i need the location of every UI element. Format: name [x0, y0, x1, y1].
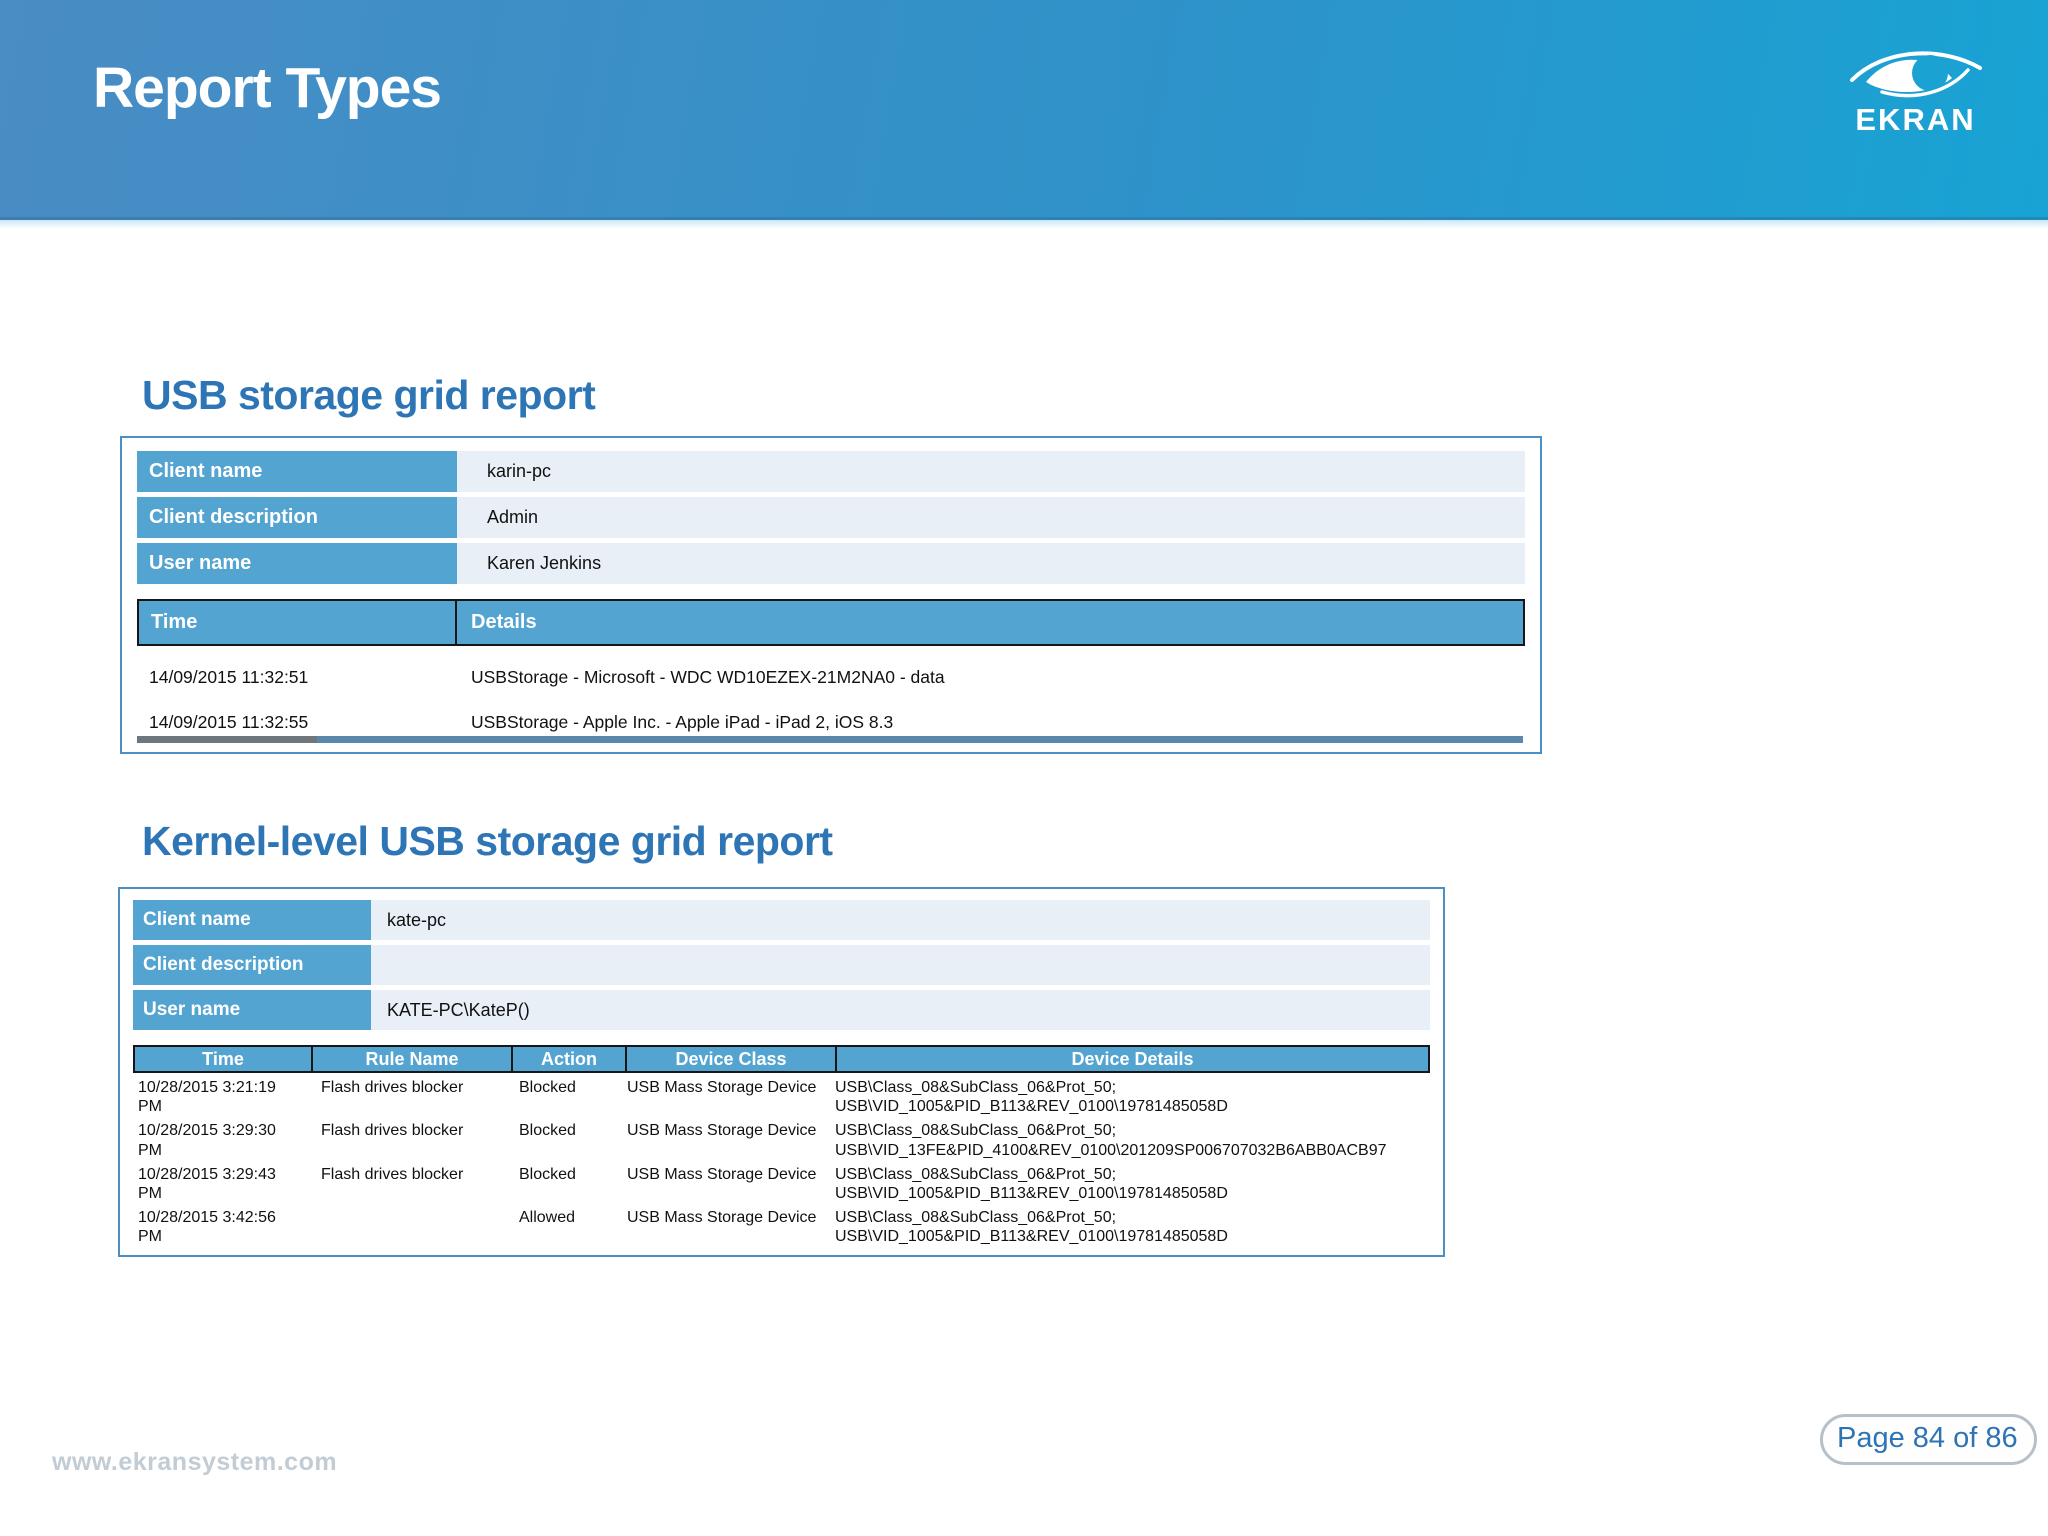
cell-time: 14/09/2015 11:32:55	[149, 712, 309, 732]
column-header-time: Time	[135, 1047, 313, 1071]
cell-device-class: USB Mass Storage Device	[627, 1079, 817, 1096]
column-header-time: Time	[139, 601, 457, 644]
cell-device-details: USB\Class_08&SubClass_06&Prot_50; USB\VI…	[835, 1209, 1228, 1246]
info-row: Client name karin-pc	[137, 451, 1525, 492]
scrollbar-thumb[interactable]	[137, 736, 318, 743]
cell-device-class: USB Mass Storage Device	[627, 1122, 817, 1140]
info-value: karin-pc	[457, 451, 1525, 492]
header-banner: Report Types EKRAN	[0, 0, 2048, 220]
column-header-device-class: Device Class	[627, 1047, 837, 1071]
grid-header-row: Time Rule Name Action Device Class Devic…	[133, 1045, 1430, 1073]
cell-device-class: USB Mass Storage Device	[627, 1165, 817, 1183]
grid-header-row: Time Details	[137, 599, 1525, 646]
table-row: 14/09/2015 11:32:55 USBStorage - Apple I…	[137, 700, 1525, 745]
cell-device-details: USB\Class_08&SubClass_06&Prot_50; USB\VI…	[835, 1165, 1228, 1202]
kernel-report-table: Client name kate-pc Client description U…	[118, 887, 1445, 1257]
table-row: 10/28/2015 3:29:30 PM Flash drives block…	[133, 1116, 1430, 1159]
cell-device-details: USB\Class_08&SubClass_06&Prot_50; USB\VI…	[835, 1122, 1387, 1159]
cell-rule-name	[311, 1203, 511, 1246]
info-value: KATE-PC\KateP()	[371, 990, 1430, 1030]
info-row: Client name kate-pc	[133, 900, 1430, 940]
ekran-logo: EKRAN	[1843, 40, 1988, 138]
info-label: Client name	[137, 451, 457, 492]
cell-device-class: USB Mass Storage Device	[627, 1209, 817, 1227]
info-label: Client name	[133, 900, 371, 940]
cell-details: USBStorage - Microsoft - WDC WD10EZEX-21…	[471, 667, 945, 687]
grid: Time Rule Name Action Device Class Devic…	[133, 1045, 1430, 1247]
info-value	[371, 945, 1430, 985]
cell-time: 10/28/2015 3:29:43 PM	[138, 1165, 276, 1202]
cell-rule-name: Flash drives blocker	[321, 1165, 464, 1183]
usb-report-table: Client name karin-pc Client description …	[120, 436, 1542, 754]
cell-rule-name: Flash drives blocker	[321, 1079, 464, 1096]
info-row: User name KATE-PC\KateP()	[133, 990, 1430, 1030]
column-header-details: Details	[471, 611, 537, 633]
section-title-kernel-report: Kernel-level USB storage grid report	[142, 818, 833, 864]
website-url: www.ekransystem.com	[52, 1448, 338, 1476]
info-row: User name Karen Jenkins	[137, 543, 1525, 584]
cell-action: Blocked	[519, 1122, 576, 1140]
cell-time: 10/28/2015 3:42:56 PM	[138, 1209, 276, 1246]
table-row: 14/09/2015 11:32:51 USBStorage - Microso…	[137, 655, 1525, 700]
page-title: Report Types	[93, 56, 442, 120]
logo-text: EKRAN	[1855, 102, 1976, 137]
column-header-rule-name: Rule Name	[313, 1047, 513, 1071]
table-row: 10/28/2015 3:29:43 PM Flash drives block…	[133, 1160, 1430, 1203]
cell-rule-name: Flash drives blocker	[321, 1122, 464, 1140]
page-number-badge: Page 84 of 86	[1820, 1414, 2037, 1465]
cell-time: 10/28/2015 3:21:19 PM	[138, 1079, 276, 1116]
table-row: 10/28/2015 3:21:19 PM Flash drives block…	[133, 1073, 1430, 1116]
eye-icon	[1849, 51, 1982, 98]
info-row: Client description Admin	[137, 497, 1525, 538]
cell-time: 14/09/2015 11:32:51	[149, 667, 309, 687]
info-label: User name	[137, 543, 457, 584]
column-header-action: Action	[513, 1047, 627, 1071]
cell-device-details: USB\Class_08&SubClass_06&Prot_50; USB\VI…	[835, 1079, 1228, 1116]
section-title-usb-report: USB storage grid report	[142, 372, 596, 418]
info-value: Karen Jenkins	[457, 543, 1525, 584]
grid-body: 14/09/2015 11:32:51 USBStorage - Microso…	[137, 655, 1525, 745]
cell-time: 10/28/2015 3:29:30 PM	[138, 1122, 276, 1159]
table-row: 10/28/2015 3:42:56 PM Allowed USB Mass S…	[133, 1203, 1430, 1246]
cell-details: USBStorage - Apple Inc. - Apple iPad - i…	[471, 712, 894, 732]
horizontal-scrollbar[interactable]	[137, 736, 1523, 743]
info-label: User name	[133, 990, 371, 1030]
column-header-device-details: Device Details	[1071, 1048, 1194, 1069]
info-value: Admin	[457, 497, 1525, 538]
info-label: Client description	[137, 497, 457, 538]
banner-bottom-fade	[0, 220, 2048, 229]
info-row: Client description	[133, 945, 1430, 985]
cell-action: Allowed	[519, 1209, 576, 1227]
cell-action: Blocked	[519, 1079, 576, 1096]
info-label: Client description	[133, 945, 371, 985]
info-value: kate-pc	[371, 900, 1430, 940]
cell-action: Blocked	[519, 1165, 576, 1183]
